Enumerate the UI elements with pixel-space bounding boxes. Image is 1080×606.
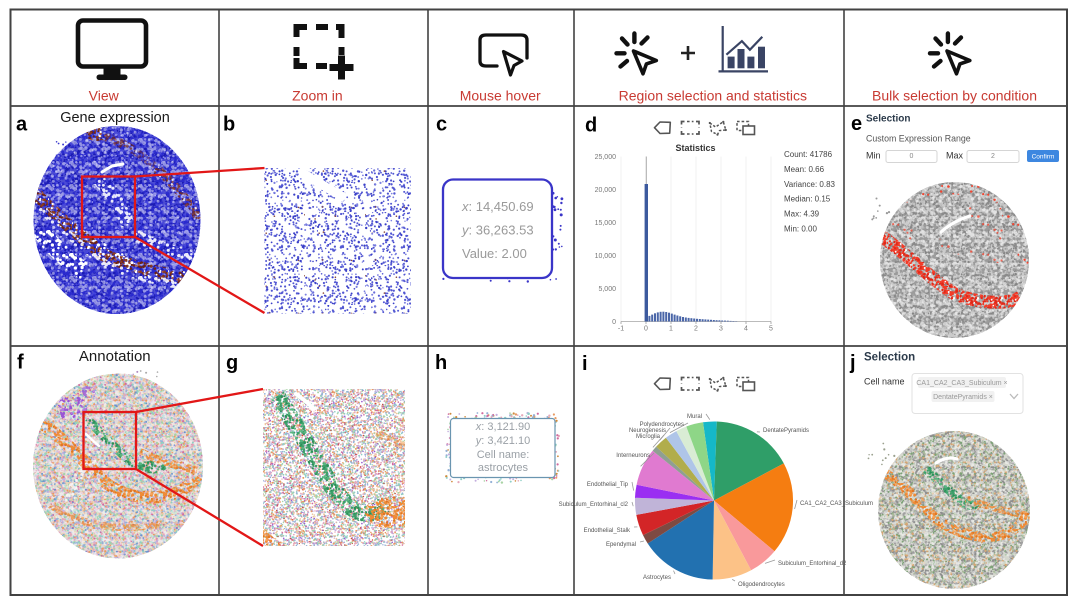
svg-text:1: 1 xyxy=(669,326,673,333)
svg-text:Custom Expression Range: Custom Expression Range xyxy=(866,134,971,144)
svg-text:Oligodendrocytes: Oligodendrocytes xyxy=(738,582,785,588)
svg-text:h: h xyxy=(435,352,447,374)
svg-text:Cell name:: Cell name: xyxy=(477,449,530,461)
svg-text:Astrocytes: Astrocytes xyxy=(643,575,671,581)
svg-text:3: 3 xyxy=(719,326,723,333)
svg-text:a: a xyxy=(16,114,28,136)
svg-text:CA1_CA2_CA3_Subiculum ×: CA1_CA2_CA3_Subiculum × xyxy=(916,380,1007,387)
svg-text:15,000: 15,000 xyxy=(595,220,617,227)
svg-text:Min: Min xyxy=(866,151,881,161)
svg-text:c: c xyxy=(436,114,447,136)
svg-text:Bulk selection by condition: Bulk selection by condition xyxy=(872,88,1037,104)
svg-text:Subiculum_Entorhinal_d2: Subiculum_Entorhinal_d2 xyxy=(778,561,847,567)
svg-text:20,000: 20,000 xyxy=(595,187,617,194)
svg-text:Mean: 0.66: Mean: 0.66 xyxy=(784,165,825,174)
svg-text:2: 2 xyxy=(694,326,698,333)
svg-text:DentatePyramids ×: DentatePyramids × xyxy=(933,394,993,401)
svg-text:Region selection and statistic: Region selection and statistics xyxy=(619,88,807,104)
svg-text:25,000: 25,000 xyxy=(595,154,617,161)
svg-text:Neurogenesis: Neurogenesis xyxy=(629,428,666,434)
svg-text:j: j xyxy=(849,352,856,374)
svg-text:DentatePyramids: DentatePyramids xyxy=(763,428,809,434)
svg-text:Subiculum_Entorhinal_cl2: Subiculum_Entorhinal_cl2 xyxy=(559,502,629,508)
svg-text:Endothelial_Tip: Endothelial_Tip xyxy=(587,482,629,488)
svg-text:Ependymal: Ependymal xyxy=(606,542,636,548)
svg-text:4: 4 xyxy=(744,326,748,333)
svg-text:10,000: 10,000 xyxy=(595,253,617,260)
svg-text:Value: 2.00: Value: 2.00 xyxy=(462,246,527,261)
svg-text:0: 0 xyxy=(910,153,914,160)
svg-text:e: e xyxy=(851,113,862,135)
svg-text:b: b xyxy=(223,114,235,136)
svg-text:y: 3,421.10: y: 3,421.10 xyxy=(475,435,530,447)
svg-text:Mouse hover: Mouse hover xyxy=(460,88,541,104)
svg-text:Interneurons: Interneurons xyxy=(616,453,650,459)
svg-text:y: 36,263.53: y: 36,263.53 xyxy=(461,223,534,238)
svg-text:i: i xyxy=(582,353,588,375)
svg-text:Gene expression: Gene expression xyxy=(60,110,170,126)
svg-text:Zoom in: Zoom in xyxy=(292,88,343,104)
svg-text:Median: 0.15: Median: 0.15 xyxy=(784,195,831,204)
svg-text:Endothelial_Stalk: Endothelial_Stalk xyxy=(584,528,631,534)
svg-text:-1: -1 xyxy=(618,326,624,333)
svg-text:Microglia: Microglia xyxy=(636,434,661,440)
svg-text:Polydendrocytes: Polydendrocytes xyxy=(640,422,684,428)
svg-text:astrocytes: astrocytes xyxy=(478,462,529,474)
svg-text:Statistics: Statistics xyxy=(675,143,715,153)
svg-text:Max: Max xyxy=(946,151,964,161)
svg-text:5: 5 xyxy=(769,326,773,333)
svg-text:x: 3,121.90: x: 3,121.90 xyxy=(475,421,530,433)
svg-text:g: g xyxy=(226,352,238,374)
svg-text:Annotation: Annotation xyxy=(79,348,151,365)
svg-text:2: 2 xyxy=(991,153,995,160)
svg-text:5,000: 5,000 xyxy=(598,286,616,293)
svg-text:x: 14,450.69: x: 14,450.69 xyxy=(461,199,534,214)
svg-text:Cell name: Cell name xyxy=(864,377,905,387)
svg-text:Confirm: Confirm xyxy=(1032,154,1055,161)
svg-text:0: 0 xyxy=(612,319,616,326)
svg-text:Selection: Selection xyxy=(864,352,915,364)
svg-text:Mural: Mural xyxy=(687,414,702,420)
svg-text:CA1_CA2_CA3_Subiculum: CA1_CA2_CA3_Subiculum xyxy=(800,501,873,507)
svg-text:Min: 0.00: Min: 0.00 xyxy=(784,225,817,234)
svg-text:View: View xyxy=(89,88,120,104)
svg-text:Variance: 0.83: Variance: 0.83 xyxy=(784,180,836,189)
svg-text:0: 0 xyxy=(644,326,648,333)
svg-text:Selection: Selection xyxy=(866,114,910,125)
svg-text:Count: 41786: Count: 41786 xyxy=(784,150,833,159)
svg-text:f: f xyxy=(17,352,24,374)
svg-text:d: d xyxy=(585,115,597,137)
svg-text:Max: 4.39: Max: 4.39 xyxy=(784,210,820,219)
